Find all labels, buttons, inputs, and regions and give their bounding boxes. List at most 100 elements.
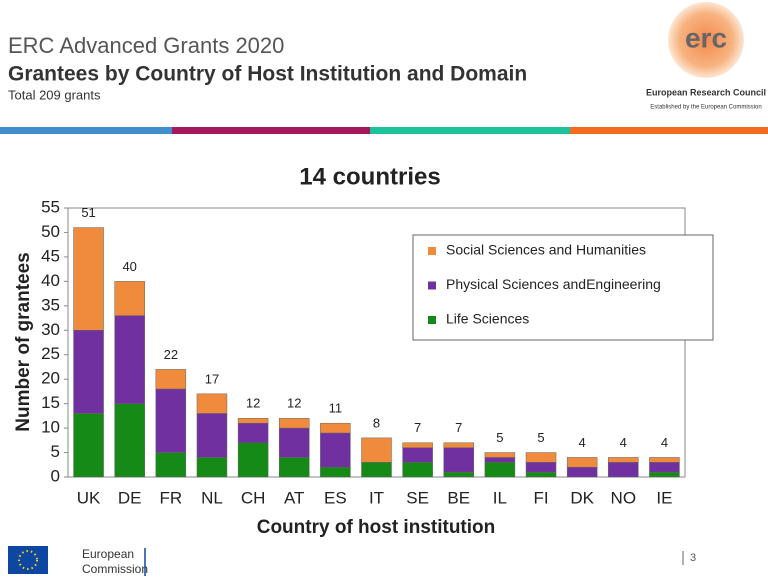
- x-tick-label: IL: [493, 488, 507, 507]
- y-tick-label: 55: [41, 197, 60, 216]
- logo-name: European Research Council: [646, 87, 766, 97]
- stripe: [0, 127, 172, 134]
- total-label: 5: [537, 430, 544, 445]
- x-tick-label: DK: [570, 488, 594, 507]
- y-axis-label: Number of grantees: [13, 252, 34, 431]
- bar-segment: [525, 462, 557, 473]
- bar-segment: [443, 471, 475, 478]
- x-tick-label: BE: [447, 488, 470, 507]
- x-tick-label: FR: [159, 488, 182, 507]
- bar-segment: [278, 427, 310, 458]
- y-tick-label: 20: [41, 369, 60, 388]
- total-label: 51: [81, 205, 95, 220]
- slide-subtitle: Grantees by Country of Host Institution …: [8, 63, 527, 86]
- bar-segment: [196, 393, 228, 414]
- y-tick-label: 15: [41, 393, 60, 412]
- y-tick-label: 5: [51, 442, 60, 461]
- y-tick-label: 30: [41, 320, 60, 339]
- bar-segment: [402, 462, 433, 478]
- stripe: [172, 127, 370, 134]
- bar-segment: [361, 437, 392, 463]
- bar-segment: [402, 442, 433, 448]
- bar-segment: [608, 457, 639, 463]
- bar-segment: [73, 330, 104, 414]
- y-tick-label: 25: [41, 344, 60, 363]
- bar-segment: [443, 442, 475, 448]
- total-label: 7: [414, 420, 421, 435]
- bar-segment: [484, 452, 516, 458]
- x-tick-label: DE: [118, 488, 142, 507]
- x-tick-label: IT: [369, 488, 384, 507]
- legend-swatch: [428, 316, 436, 324]
- y-tick-label: 0: [51, 466, 60, 485]
- x-tick-label: ES: [324, 488, 347, 507]
- logo-tagline: Established by the European Commission: [650, 105, 761, 111]
- bar-segment: [566, 457, 598, 468]
- legend-entry: Social Sciences and Humanities: [446, 242, 646, 258]
- bar-segment: [114, 281, 145, 316]
- stripe: [370, 127, 570, 134]
- bar-segment: [155, 452, 187, 478]
- bar-segment: [278, 457, 310, 478]
- bar-segment: [237, 418, 269, 424]
- y-tick-label: 35: [41, 295, 60, 314]
- x-axis-label: Country of host institution: [257, 517, 496, 538]
- bar-segment: [196, 457, 228, 478]
- x-tick-label: FI: [533, 488, 548, 507]
- slide-title: ERC Advanced Grants 2020: [8, 33, 284, 58]
- total-label: 22: [164, 347, 178, 362]
- bar-segment: [237, 442, 269, 478]
- footer-org: Commission: [82, 562, 148, 576]
- bar-segment: [320, 432, 351, 468]
- page-number: 3: [690, 552, 696, 564]
- x-tick-label: CH: [241, 488, 266, 507]
- total-label: 5: [496, 430, 503, 445]
- y-tick-label: 10: [41, 418, 60, 437]
- y-tick-label: 45: [41, 246, 60, 265]
- total-label: 7: [455, 420, 462, 435]
- legend-swatch: [428, 281, 436, 290]
- bar-segment: [114, 403, 145, 478]
- legend-entry: Life Sciences: [446, 311, 529, 327]
- legend-entry: Physical Sciences andEngineering: [446, 276, 661, 292]
- logo-mark: erc: [685, 22, 727, 53]
- x-tick-label: UK: [77, 488, 101, 507]
- bar-segment: [484, 462, 516, 478]
- total-label: 4: [579, 435, 586, 450]
- legend-swatch: [428, 247, 436, 255]
- bar-segment: [73, 227, 104, 331]
- bar-segment: [320, 422, 351, 434]
- eu-stars: [18, 550, 38, 570]
- bar-segment: [73, 413, 104, 478]
- bar-segment: [361, 462, 392, 478]
- bar-segment: [484, 457, 516, 463]
- bar-segment: [649, 471, 680, 478]
- slide-note: Total 209 grants: [8, 87, 101, 102]
- legend-box: [412, 234, 714, 341]
- total-label: 12: [287, 396, 301, 411]
- total-label: 8: [373, 415, 380, 430]
- x-tick-label: AT: [284, 488, 304, 507]
- bar-segment: [443, 447, 475, 473]
- total-label: 40: [122, 259, 136, 274]
- bar-segment: [278, 418, 310, 429]
- total-label: 11: [329, 401, 343, 416]
- bar-segment: [649, 457, 680, 463]
- total-label: 17: [205, 371, 219, 386]
- x-tick-label: SE: [406, 488, 429, 507]
- bar-segment: [320, 466, 351, 478]
- x-tick-label: IE: [656, 488, 672, 507]
- bar-segment: [114, 315, 145, 404]
- stripe: [570, 127, 768, 134]
- bar-segment: [525, 471, 557, 478]
- y-tick-label: 50: [41, 222, 60, 241]
- total-label: 4: [661, 435, 668, 450]
- bar-segment: [649, 462, 680, 473]
- chart-title: 14 countries: [299, 163, 440, 190]
- x-tick-label: NL: [201, 488, 223, 507]
- footer-org: European: [82, 547, 134, 561]
- bar-segment: [608, 462, 639, 478]
- x-tick-label: NO: [611, 488, 637, 507]
- bar-segment: [237, 422, 269, 444]
